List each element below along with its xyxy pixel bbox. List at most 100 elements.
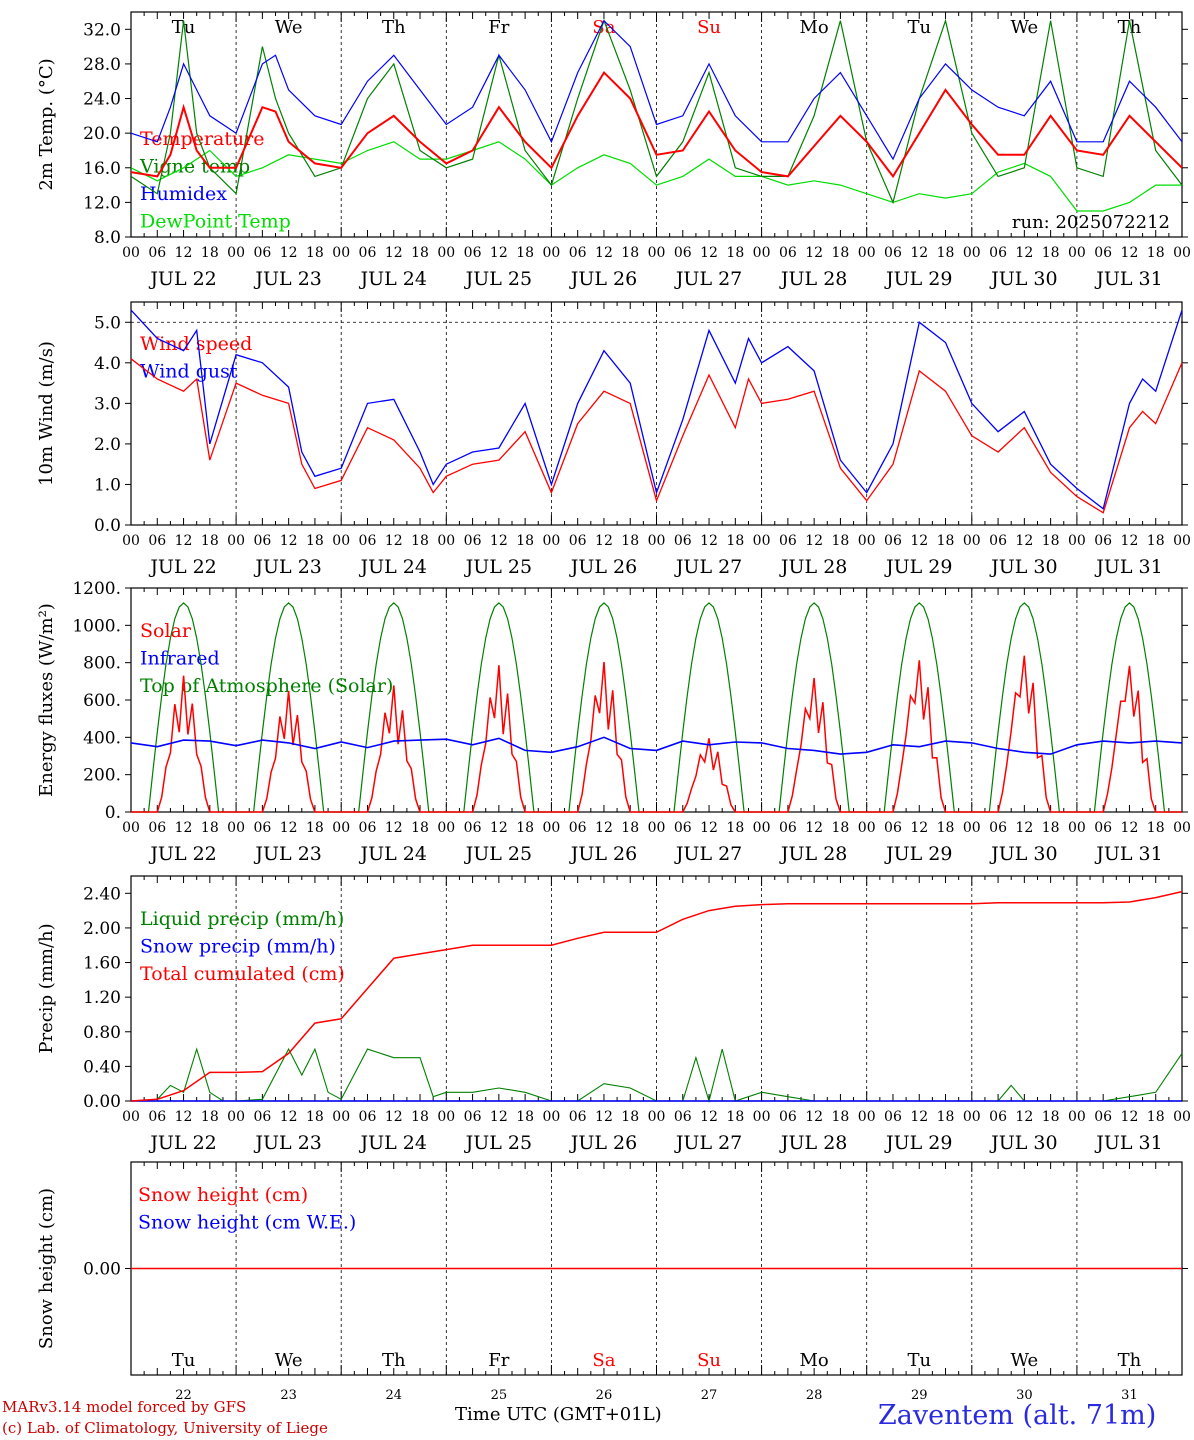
date-label: JUL 29 (884, 1132, 952, 1154)
hour-tick-label: 18 (621, 533, 639, 549)
day-number-label: 30 (1016, 1388, 1033, 1403)
legend-entry: Humidex (140, 183, 227, 205)
hour-tick-label: 12 (1121, 533, 1139, 549)
hour-tick-label: 06 (779, 820, 797, 836)
date-label: JUL 30 (989, 556, 1057, 578)
hour-tick-label: 18 (516, 1109, 534, 1125)
date-label: JUL 29 (884, 268, 952, 290)
date-label: JUL 31 (1094, 556, 1162, 578)
hour-tick-label: 18 (937, 533, 955, 549)
hour-tick-label: 00 (963, 533, 981, 549)
date-label: JUL 23 (253, 556, 321, 578)
hour-tick-label: 18 (516, 245, 534, 261)
hour-tick-label: 00 (227, 533, 245, 549)
day-number-label: 23 (280, 1388, 297, 1403)
hour-tick-label: 00 (753, 1109, 771, 1125)
legend-entry: Liquid precip (mm/h) (140, 908, 344, 930)
date-label: JUL 29 (884, 556, 952, 578)
run-label: run: 2025072212 (1012, 212, 1170, 233)
hour-tick-label: 06 (359, 245, 377, 261)
hour-tick-label: 00 (963, 820, 981, 836)
hour-tick-label: 06 (884, 1109, 902, 1125)
hour-tick-label: 18 (1147, 820, 1165, 836)
y-tick-label: 600. (83, 691, 121, 711)
hour-tick-label: 06 (569, 533, 587, 549)
weekday-label: Tu (907, 17, 931, 38)
date-label: JUL 24 (359, 843, 427, 865)
legend-entry: Infrared (140, 648, 220, 670)
day-number-label: 26 (596, 1388, 613, 1403)
date-label: JUL 25 (464, 268, 532, 290)
series-line-wind-gust (130, 309, 1183, 510)
date-label: JUL 23 (253, 268, 321, 290)
hour-tick-label: 06 (359, 820, 377, 836)
weekday-label: Fr (488, 1350, 509, 1371)
y-tick-label: 1.0 (94, 475, 121, 495)
hour-tick-label: 12 (1015, 533, 1033, 549)
hour-tick-label: 18 (726, 245, 744, 261)
hour-tick-label: 12 (805, 245, 823, 261)
hour-tick-label: 06 (464, 820, 482, 836)
hour-tick-label: 00 (332, 245, 350, 261)
y-tick-label: 0. (105, 803, 121, 823)
hour-tick-label: 18 (411, 820, 429, 836)
legend-entry: Total cumulated (cm) (140, 963, 345, 985)
date-label: JUL 23 (253, 1132, 321, 1154)
date-label: JUL 31 (1094, 1132, 1162, 1154)
weekday-label: Tu (172, 1350, 196, 1371)
hour-tick-label: 18 (306, 533, 324, 549)
hour-tick-label: 06 (359, 533, 377, 549)
y-tick-label: 400. (83, 728, 121, 748)
hour-tick-label: 00 (437, 1109, 455, 1125)
series-line-vigne-temp (130, 18, 1183, 205)
hour-tick-label: 06 (779, 245, 797, 261)
hour-tick-label: 00 (437, 820, 455, 836)
hour-tick-label: 18 (201, 533, 219, 549)
hour-tick-label: 00 (753, 533, 771, 549)
date-label: JUL 22 (148, 1132, 216, 1154)
y-tick-label: 1000. (72, 616, 121, 636)
hour-tick-label: 00 (963, 1109, 981, 1125)
hour-tick-label: 00 (1068, 820, 1086, 836)
hour-tick-label: 12 (805, 1109, 823, 1125)
hour-tick-label: 00 (122, 245, 140, 261)
hour-tick-label: 12 (385, 245, 403, 261)
station-name: Zaventem (alt. 71m) (878, 1400, 1157, 1431)
hour-tick-label: 00 (858, 533, 876, 549)
y-axis-label: 2m Temp. (°C) (36, 58, 57, 190)
hour-tick-label: 12 (1015, 1109, 1033, 1125)
hour-tick-label: 00 (858, 245, 876, 261)
y-tick-label: 5.0 (94, 313, 121, 333)
date-label: JUL 22 (148, 843, 216, 865)
hour-tick-label: 06 (779, 1109, 797, 1125)
date-label: JUL 25 (464, 1132, 532, 1154)
hour-tick-label: 06 (674, 245, 692, 261)
y-tick-label: 0.0 (94, 516, 121, 536)
hour-tick-label: 00 (648, 533, 666, 549)
hour-tick-label: 06 (464, 1109, 482, 1125)
hour-tick-label: 00 (648, 1109, 666, 1125)
hour-tick-label: 00 (1173, 820, 1191, 836)
hour-tick-label: 18 (937, 245, 955, 261)
series-line-wind-speed (130, 358, 1183, 514)
weekday-label: Su (697, 17, 721, 38)
weekday-label: Th (382, 1350, 406, 1371)
hour-tick-label: 06 (148, 1109, 166, 1125)
hour-tick-label: 18 (621, 820, 639, 836)
hour-tick-label: 18 (621, 1109, 639, 1125)
hour-tick-label: 12 (595, 533, 613, 549)
weekday-label: Tu (907, 1350, 931, 1371)
y-tick-label: 0.40 (83, 1057, 121, 1077)
hour-tick-label: 18 (516, 533, 534, 549)
hour-tick-label: 00 (1068, 245, 1086, 261)
weekday-label: Sa (592, 1350, 615, 1371)
hour-tick-label: 12 (910, 1109, 928, 1125)
hour-tick-label: 06 (674, 1109, 692, 1125)
y-axis-label: 10m Wind (m/s) (36, 341, 57, 486)
hour-tick-label: 12 (595, 820, 613, 836)
hour-tick-label: 06 (884, 245, 902, 261)
y-tick-label: 200. (83, 766, 121, 786)
y-axis-label: Snow height (cm) (36, 1188, 57, 1349)
hour-tick-label: 18 (832, 820, 850, 836)
